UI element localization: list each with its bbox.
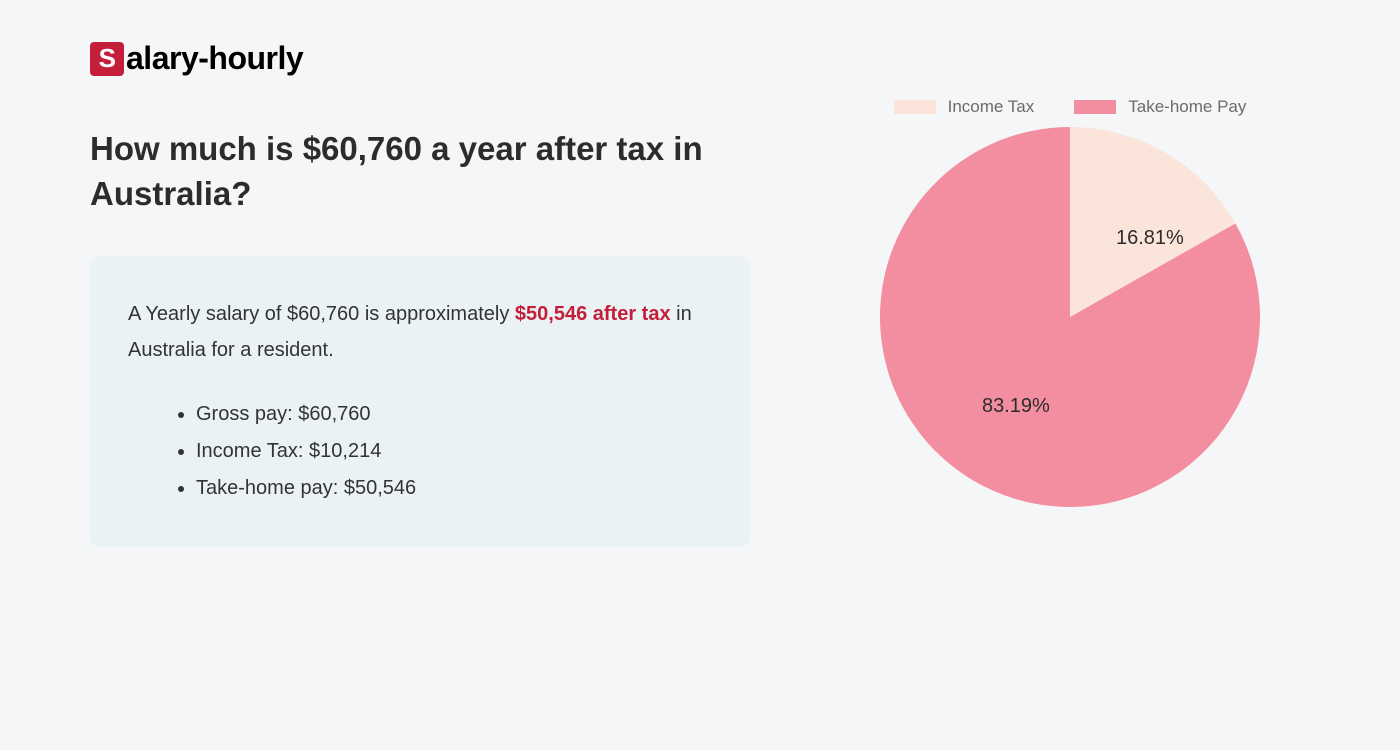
chart-column: Income Tax Take-home Pay 16.81% 83.19% [830,97,1310,547]
legend-item-take-home: Take-home Pay [1074,97,1246,117]
summary-box: A Yearly salary of $60,760 is approximat… [90,256,750,547]
pie-svg [880,127,1260,507]
summary-sentence: A Yearly salary of $60,760 is approximat… [128,296,712,368]
page-heading: How much is $60,760 a year after tax in … [90,127,750,216]
legend-swatch [894,100,936,114]
summary-highlight: $50,546 after tax [515,303,671,325]
logo-badge: S [90,42,124,76]
legend-swatch [1074,100,1116,114]
list-item: Gross pay: $60,760 [196,396,712,433]
summary-list: Gross pay: $60,760 Income Tax: $10,214 T… [128,396,712,507]
pie-chart: 16.81% 83.19% [880,127,1260,507]
left-column: How much is $60,760 a year after tax in … [90,127,750,547]
legend-label: Take-home Pay [1128,97,1246,117]
site-logo: Salary-hourly [90,40,1310,77]
list-item: Take-home pay: $50,546 [196,470,712,507]
content-row: How much is $60,760 a year after tax in … [90,127,1310,547]
legend-label: Income Tax [948,97,1035,117]
slice-label-income-tax: 16.81% [1116,227,1184,250]
summary-prefix: A Yearly salary of $60,760 is approximat… [128,303,515,325]
logo-text: alary-hourly [126,40,303,77]
slice-label-take-home: 83.19% [982,395,1050,418]
list-item: Income Tax: $10,214 [196,433,712,470]
legend-item-income-tax: Income Tax [894,97,1035,117]
chart-legend: Income Tax Take-home Pay [894,97,1247,117]
